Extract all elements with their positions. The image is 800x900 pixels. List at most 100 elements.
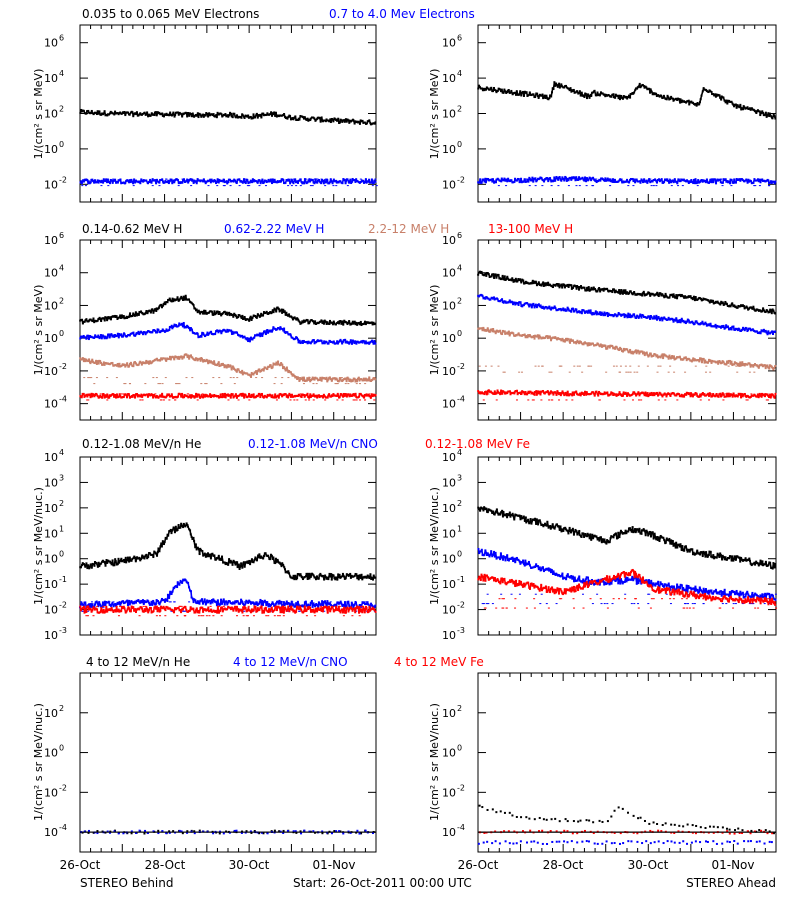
data-point xyxy=(666,178,669,180)
y-ticklabel-exponent: -2 xyxy=(59,175,67,184)
ylabel-r3-right: 1/(cm² s sr MeV/nuc.) xyxy=(428,487,441,605)
x-ticklabel: 30-Oct xyxy=(229,858,270,872)
data-point xyxy=(84,185,87,187)
data-point xyxy=(132,185,135,187)
data-point xyxy=(677,185,680,187)
legend-h-very-high: 13-100 MeV H xyxy=(488,222,573,236)
data-point xyxy=(633,178,636,180)
data-point xyxy=(567,185,570,187)
data-point xyxy=(682,178,685,180)
data-point xyxy=(287,185,290,187)
data-point xyxy=(650,185,653,187)
x-ticklabels-right: 26-Oct 28-Oct 30-Oct 01-Nov xyxy=(458,858,755,872)
x-ticklabel: 01-Nov xyxy=(312,858,355,872)
y-ticklabel-exponent: 0 xyxy=(457,140,462,149)
y-ticklabel: 10 xyxy=(44,398,58,411)
data-point xyxy=(290,178,293,180)
x-ticklabel: 28-Oct xyxy=(145,858,186,872)
legend-he-high: 4 to 12 MeV/n He xyxy=(86,655,190,669)
panel-heavy-low-ahead xyxy=(477,456,777,636)
data-point xyxy=(222,185,225,187)
data-point xyxy=(309,185,312,187)
chart-marks: 10 -210 010 210 410 610 -210 010 210 410 610 -410 -2… xyxy=(44,25,778,852)
data-point xyxy=(525,178,528,180)
data-point xyxy=(720,178,723,180)
legend-row-3: 0.12-1.08 MeV/n He 0.12-1.08 MeV/n CNO 0… xyxy=(82,437,530,451)
y-ticklabel: 10 xyxy=(442,178,456,191)
ylabel-r2-right: 1/(cm² s sr MeV) xyxy=(428,285,441,376)
data-point xyxy=(575,185,578,187)
data-point xyxy=(632,185,635,187)
data-point xyxy=(315,178,318,180)
data-point xyxy=(487,178,490,180)
data-point xyxy=(151,185,154,187)
legend-he-low: 0.12-1.08 MeV/n He xyxy=(82,437,201,451)
y-ticklabel-exponent: 4 xyxy=(59,264,64,273)
y-ticklabel: 10 xyxy=(44,72,58,85)
data-point xyxy=(100,185,103,187)
legend-h-low: 0.14-0.62 MeV H xyxy=(82,222,182,236)
data-point xyxy=(681,185,684,187)
data-point xyxy=(557,185,560,187)
data-point xyxy=(374,322,377,325)
legend-electrons-high: 0.7 to 4.0 Mev Electrons xyxy=(329,7,475,21)
y-ticklabel-exponent: 6 xyxy=(457,34,462,43)
data-point xyxy=(670,185,673,187)
data-point xyxy=(238,185,241,187)
data-point xyxy=(248,185,251,187)
data-point xyxy=(505,178,508,180)
data-point xyxy=(299,178,302,180)
data-point xyxy=(374,121,377,124)
y-ticklabel-exponent: 4 xyxy=(59,69,64,78)
data-point xyxy=(709,178,712,180)
data-point xyxy=(629,178,632,180)
data-point xyxy=(158,185,161,187)
y-ticklabel-exponent: 6 xyxy=(59,34,64,43)
data-point xyxy=(579,178,582,180)
ylabel-r1-right: 1/(cm² s sr MeV) xyxy=(428,69,441,160)
data-point xyxy=(758,185,761,187)
data-point xyxy=(592,185,595,187)
data-point xyxy=(627,185,630,187)
data-point xyxy=(325,178,328,180)
data-point xyxy=(505,185,508,187)
panel-heavy-high-behind xyxy=(79,672,377,853)
data-point xyxy=(186,178,189,180)
ylabel-r4-left: 1/(cm² s sr MeV/nuc.) xyxy=(32,703,45,821)
data-point xyxy=(754,185,757,187)
data-point xyxy=(181,178,184,180)
data-point xyxy=(243,178,246,180)
y-ticklabel: 10 xyxy=(44,143,58,156)
data-point xyxy=(375,185,378,187)
data-point xyxy=(282,178,285,180)
data-point xyxy=(246,185,249,187)
y-ticklabel-exponent: 0 xyxy=(59,140,64,149)
data-point xyxy=(324,178,327,180)
data-point xyxy=(216,185,219,187)
footer-center: Start: 26-Oct-2011 00:00 UTC xyxy=(293,876,472,890)
data-point xyxy=(506,178,509,180)
data-point xyxy=(359,178,362,180)
data-point xyxy=(229,185,232,187)
ylabel-r1-left: 1/(cm² s sr MeV) xyxy=(32,69,45,160)
legend-fe-high: 4 to 12 MeV Fe xyxy=(394,655,484,669)
legend-fe-low: 0.12-1.08 MeV Fe xyxy=(425,437,530,451)
data-point xyxy=(374,342,377,345)
data-point xyxy=(774,117,777,120)
data-point xyxy=(280,178,283,180)
data-point xyxy=(295,185,298,187)
data-point xyxy=(374,180,377,183)
data-point xyxy=(567,178,570,180)
data-point xyxy=(531,178,534,180)
data-point xyxy=(371,185,374,187)
legend-cno-high: 4 to 12 MeV/n CNO xyxy=(233,655,348,669)
x-ticklabel: 28-Oct xyxy=(543,858,584,872)
y-ticklabel: 10 xyxy=(442,143,456,156)
legend-h-mid: 0.62-2.22 MeV H xyxy=(224,222,324,236)
y-ticklabel: 10 xyxy=(44,234,58,247)
x-ticklabel: 26-Oct xyxy=(60,858,101,872)
y-ticklabel: 10 xyxy=(44,108,58,121)
data-point xyxy=(374,178,377,180)
data-point xyxy=(165,178,168,180)
